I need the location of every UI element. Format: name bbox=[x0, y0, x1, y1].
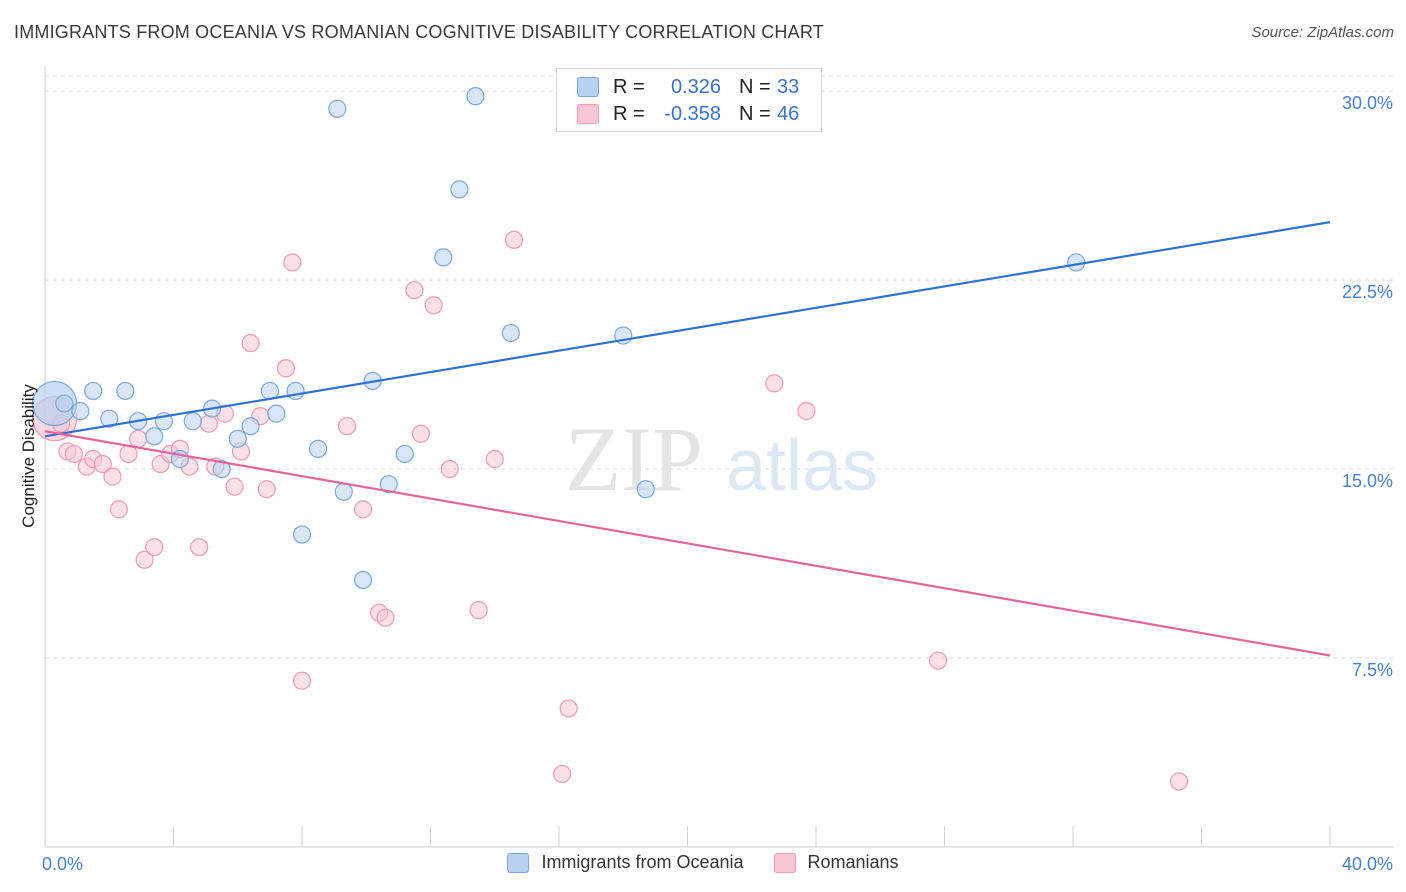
oceania-point bbox=[328, 99, 347, 118]
romanians-point bbox=[424, 296, 443, 315]
romanians-point bbox=[405, 281, 424, 300]
watermark: ZIP atlas bbox=[565, 408, 878, 510]
romanians-point bbox=[559, 699, 578, 718]
romanians-point bbox=[337, 417, 357, 436]
y-axis-label: Cognitive Disability bbox=[19, 384, 38, 528]
legend-n-label: N = bbox=[739, 102, 771, 125]
oceania-point bbox=[395, 444, 414, 464]
legend-r-label: R = bbox=[613, 102, 645, 125]
series-legend-label: Immigrants from Oceania bbox=[541, 852, 744, 872]
series-swatch-oceania bbox=[507, 852, 530, 873]
oceania-point bbox=[379, 475, 398, 494]
oceania-point bbox=[84, 381, 103, 401]
oceania-point bbox=[183, 412, 202, 431]
oceania-trend-line bbox=[44, 221, 1331, 438]
legend-swatch-oceania bbox=[577, 77, 599, 97]
oceania-point bbox=[228, 429, 247, 448]
romanians-points bbox=[32, 230, 1189, 791]
oceania-point bbox=[212, 459, 231, 479]
romanians-trend-line bbox=[44, 430, 1331, 657]
y-tick-label: 15.0% bbox=[1342, 471, 1393, 491]
oceania-point bbox=[100, 409, 119, 428]
chart-title: IMMIGRANTS FROM OCEANIA VS ROMANIAN COGN… bbox=[14, 22, 824, 42]
romanians-point bbox=[765, 374, 784, 393]
trend-lines bbox=[44, 221, 1331, 657]
romanians-point bbox=[411, 424, 430, 443]
oceania-point bbox=[116, 381, 135, 401]
oceania-point bbox=[501, 323, 520, 343]
romanians-point bbox=[93, 454, 112, 474]
correlation-legend: R = 0.326 N = 33 R = -0.358 N = 46 bbox=[556, 68, 822, 132]
romanians-point bbox=[241, 333, 260, 353]
x-tick-label: 0.0% bbox=[42, 854, 83, 874]
oceania-point bbox=[334, 482, 353, 501]
romanians-point bbox=[1169, 772, 1189, 791]
romanians-point bbox=[440, 459, 459, 479]
oceania-point bbox=[434, 248, 453, 267]
oceania-point bbox=[466, 87, 485, 106]
oceania-point bbox=[145, 427, 164, 446]
y-tick-label: 22.5% bbox=[1342, 282, 1393, 302]
oceania-points bbox=[32, 87, 1086, 590]
legend-r-value: -0.358 bbox=[664, 102, 721, 125]
oceania-point bbox=[55, 394, 74, 413]
romanians-point bbox=[283, 253, 302, 272]
romanians-point bbox=[469, 601, 488, 620]
watermark-atlas: atlas bbox=[726, 426, 878, 506]
x-tick-label: 40.0% bbox=[1342, 854, 1393, 874]
romanians-point bbox=[553, 764, 572, 784]
romanians-point bbox=[504, 230, 524, 249]
axes bbox=[44, 66, 1394, 848]
legend-swatch-romanians bbox=[577, 104, 599, 124]
oceania-point bbox=[241, 417, 260, 436]
oceania-point bbox=[292, 525, 312, 544]
romanians-point bbox=[485, 449, 504, 469]
legend-r-label: R = bbox=[613, 75, 645, 98]
legend-n-label: N = bbox=[739, 75, 771, 98]
y-tick-label: 30.0% bbox=[1342, 93, 1393, 113]
romanians-point bbox=[928, 651, 948, 670]
legend-row-oceania: R = 0.326 N = 33 bbox=[577, 75, 799, 99]
oceania-point bbox=[353, 570, 373, 590]
y-tick-label: 7.5% bbox=[1352, 660, 1393, 680]
legend-row-romanians: R = -0.358 N = 46 bbox=[577, 102, 799, 126]
source-label: Source: ZipAtlas.com bbox=[1251, 24, 1394, 41]
romanians-point bbox=[64, 444, 84, 464]
romanians-point bbox=[225, 477, 244, 496]
romanians-point bbox=[129, 429, 148, 448]
series-legend: Immigrants from Oceania Romanians bbox=[0, 852, 1406, 873]
watermark-zip: ZIP bbox=[565, 408, 703, 510]
romanians-point bbox=[103, 467, 122, 486]
tick-labels: 7.5% 15.0% 22.5% 30.0% 0.0% 40.0% bbox=[42, 93, 1393, 874]
romanians-point bbox=[145, 538, 164, 557]
series-legend-romanians: Romanians bbox=[773, 852, 899, 873]
romanians-point bbox=[376, 608, 395, 627]
legend-r-value: 0.326 bbox=[670, 75, 721, 98]
oceania-point bbox=[71, 402, 90, 421]
oceania-point bbox=[286, 381, 305, 401]
legend-n-value: 33 bbox=[777, 75, 800, 98]
romanians-point bbox=[292, 671, 312, 690]
legend-n-value: 46 bbox=[777, 102, 800, 125]
romanians-point bbox=[199, 414, 218, 433]
grid bbox=[45, 75, 1394, 659]
romanians-point bbox=[190, 538, 209, 557]
romanians-point bbox=[257, 480, 276, 499]
oceania-point bbox=[450, 180, 469, 199]
romanians-point bbox=[353, 500, 373, 519]
oceania-point bbox=[308, 439, 328, 459]
oceania-point bbox=[636, 480, 655, 499]
series-legend-label: Romanians bbox=[807, 852, 899, 872]
series-legend-oceania: Immigrants from Oceania bbox=[507, 852, 744, 873]
romanians-point bbox=[109, 500, 128, 519]
romanians-point bbox=[276, 359, 296, 378]
series-swatch-romanians bbox=[773, 852, 796, 873]
romanians-point bbox=[135, 550, 154, 569]
oceania-point bbox=[267, 404, 286, 423]
romanians-point bbox=[797, 402, 816, 421]
